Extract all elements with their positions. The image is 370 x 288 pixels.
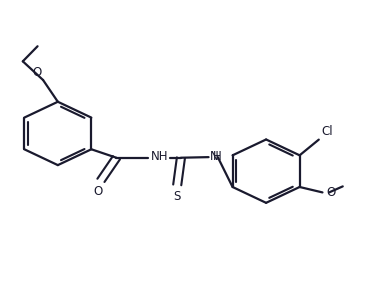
Text: O: O [33,66,42,79]
Text: S: S [174,190,181,203]
Text: O: O [326,186,335,199]
Text: O: O [93,185,102,198]
Text: H: H [213,150,222,163]
Text: NH: NH [151,150,168,163]
Text: Cl: Cl [321,125,333,138]
Text: N: N [210,150,218,163]
